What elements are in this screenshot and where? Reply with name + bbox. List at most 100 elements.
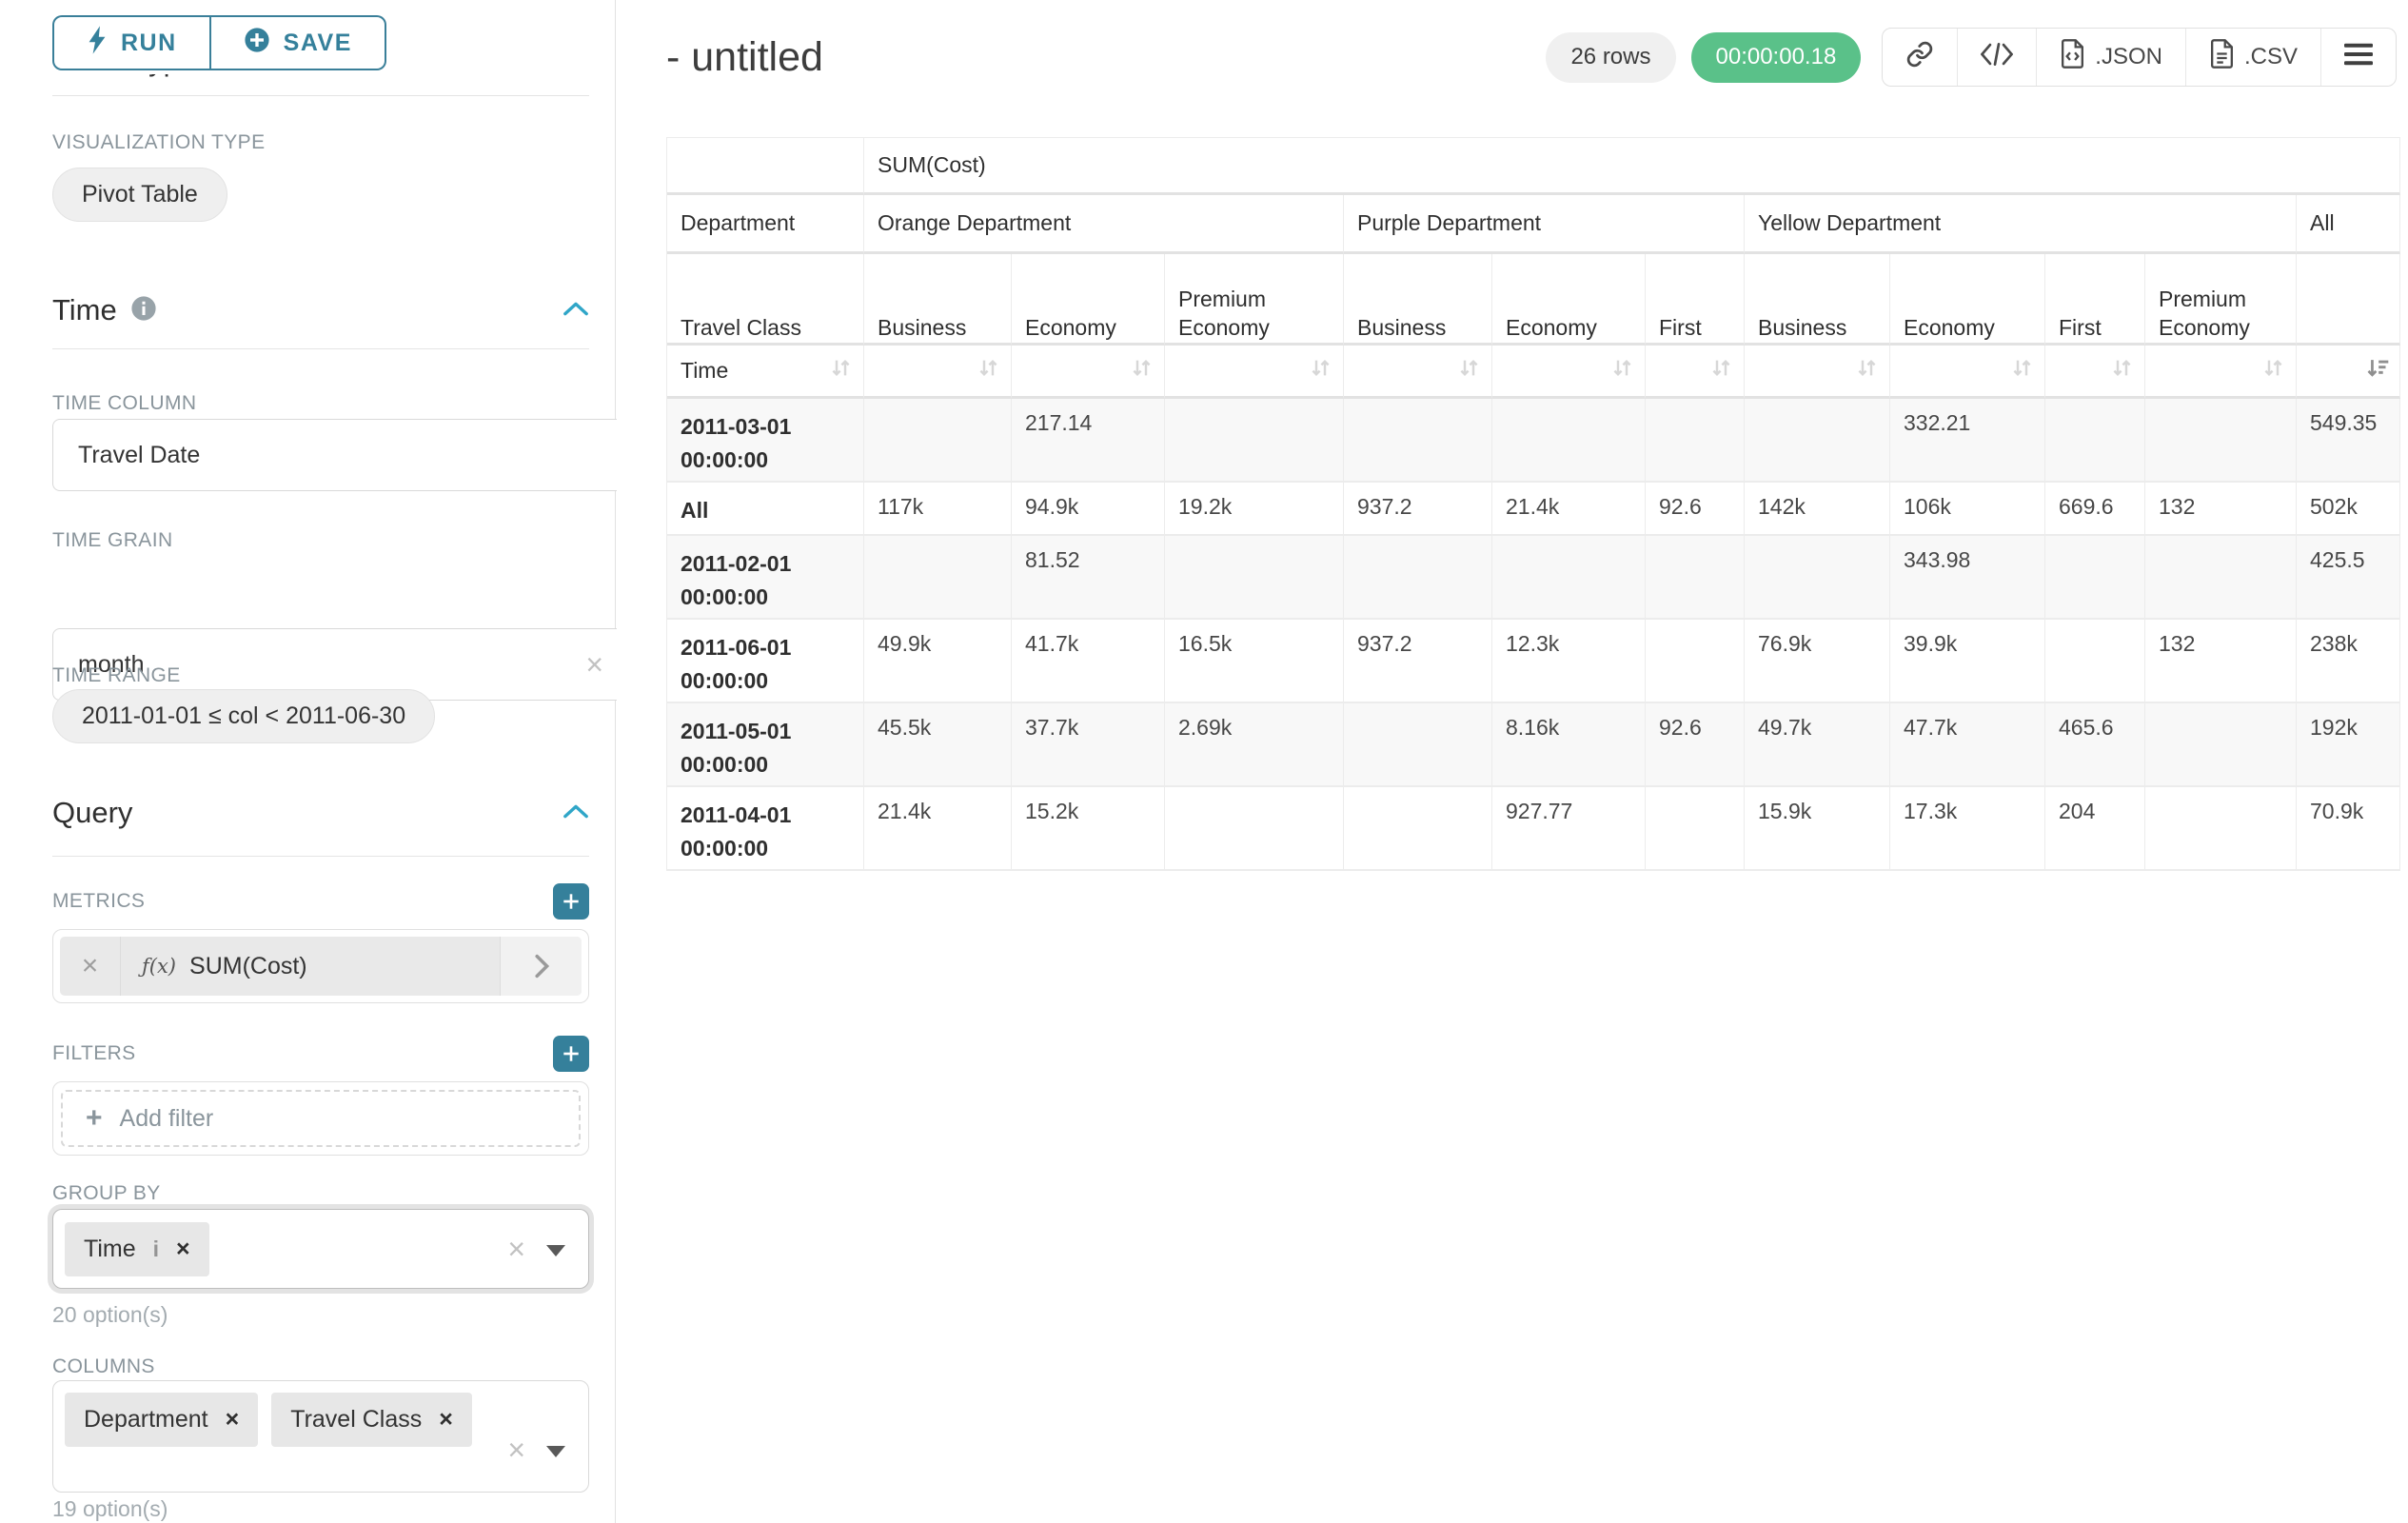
row-label: 2011-03-01 00:00:00	[667, 399, 864, 483]
chart-title[interactable]: - untitled	[666, 33, 823, 80]
time-grain-select[interactable]: month ×	[52, 628, 667, 701]
time-range-pill[interactable]: 2011-01-01 ≤ col < 2011-06-30	[52, 689, 436, 743]
time-section-header[interactable]: Time	[52, 293, 589, 327]
sort-cell[interactable]	[2145, 346, 2297, 399]
value-cell	[1492, 536, 1646, 620]
embed-code-button[interactable]	[1957, 29, 2036, 86]
value-cell: 41.7k	[1012, 620, 1165, 703]
time-column-select[interactable]: Travel Date	[52, 419, 667, 491]
query-section-header[interactable]: Query	[52, 796, 589, 830]
sort-arrows-icon[interactable]	[1609, 355, 1635, 386]
value-cell: 549.35	[2297, 399, 2401, 483]
export-json-button[interactable]: .JSON	[2036, 29, 2185, 86]
value-cell: 19.2k	[1165, 483, 1344, 536]
row-label: 2011-05-01 00:00:00	[667, 703, 864, 787]
columns-options-hint: 19 option(s)	[52, 1496, 168, 1521]
add-filter-placeholder: Add filter	[119, 1104, 214, 1132]
sort-cell[interactable]	[1012, 346, 1165, 399]
sort-arrows-icon[interactable]	[828, 355, 854, 386]
sort-cell-active[interactable]	[2297, 346, 2401, 399]
value-cell: 132	[2145, 483, 2297, 536]
sort-cell[interactable]	[1646, 346, 1745, 399]
department-axis-label: Department	[667, 195, 864, 254]
sort-cell[interactable]	[1492, 346, 1646, 399]
group-by-select[interactable]: Time i × ×	[52, 1209, 589, 1289]
col-header: Business	[1344, 254, 1492, 346]
value-cell: 70.9k	[2297, 787, 2401, 871]
remove-tag-icon[interactable]: ×	[176, 1235, 190, 1262]
value-cell: 21.4k	[864, 787, 1012, 871]
run-button[interactable]: RUN	[52, 15, 210, 70]
group-by-tag-time[interactable]: Time i ×	[65, 1221, 209, 1276]
value-cell: 21.4k	[1492, 483, 1646, 536]
sort-cell[interactable]	[1745, 346, 1890, 399]
time-sort-cell[interactable]: Time	[667, 346, 864, 399]
sort-cell[interactable]	[864, 346, 1012, 399]
export-json-label: .JSON	[2095, 44, 2162, 69]
add-metric-button[interactable]	[553, 883, 589, 920]
sort-arrows-icon[interactable]	[2009, 355, 2035, 386]
viz-type-pill[interactable]: Pivot Table	[52, 168, 227, 222]
sort-arrows-icon[interactable]	[1854, 355, 1880, 386]
sort-cell[interactable]	[1344, 346, 1492, 399]
corner-cell	[667, 138, 864, 195]
sort-cell[interactable]	[1165, 346, 1344, 399]
chevron-up-icon[interactable]	[563, 300, 589, 322]
columns-label: COLUMNS	[52, 1355, 155, 1377]
group-header-row: Department Orange Department Purple Depa…	[667, 195, 2401, 254]
value-cell: 927.77	[1492, 787, 1646, 871]
add-filter-dropzone[interactable]: + Add filter	[61, 1090, 581, 1147]
value-cell: 502k	[2297, 483, 2401, 536]
clear-icon[interactable]: ×	[507, 1432, 525, 1467]
export-csv-label: .CSV	[2243, 44, 2298, 69]
table-row: 2011-05-01 00:00:00 45.5k 37.7k 2.69k 8.…	[667, 703, 2401, 787]
sort-arrows-icon[interactable]	[2260, 355, 2286, 386]
remove-metric-icon[interactable]: ×	[60, 937, 121, 996]
run-button-label: RUN	[121, 29, 177, 56]
chevron-up-icon[interactable]	[563, 802, 589, 824]
sort-arrows-icon[interactable]	[1308, 355, 1333, 386]
share-link-button[interactable]	[1883, 29, 1957, 86]
add-filter-button[interactable]	[553, 1036, 589, 1072]
columns-select[interactable]: Department × Travel Class × ×	[52, 1380, 589, 1493]
value-cell: 937.2	[1344, 620, 1492, 703]
remove-tag-icon[interactable]: ×	[225, 1406, 240, 1433]
sort-arrows-icon[interactable]	[1129, 355, 1155, 386]
remove-tag-icon[interactable]: ×	[439, 1406, 453, 1433]
metric-chip[interactable]: × ƒ(x) SUM(Cost)	[60, 937, 582, 996]
value-cell: 12.3k	[1492, 620, 1646, 703]
time-grain-value: month	[78, 650, 145, 678]
columns-tag-department[interactable]: Department ×	[65, 1393, 259, 1447]
query-section-title: Query	[52, 796, 133, 829]
columns-tag-travel-class[interactable]: Travel Class ×	[271, 1393, 472, 1447]
section-divider	[52, 95, 589, 96]
sort-desc-icon[interactable]	[2364, 355, 2390, 386]
metrics-container: × ƒ(x) SUM(Cost)	[52, 929, 589, 1003]
table-row: 2011-06-01 00:00:00 49.9k 41.7k 16.5k 93…	[667, 620, 2401, 703]
sort-arrows-icon[interactable]	[1708, 355, 1734, 386]
time-grain-label: TIME GRAIN	[52, 529, 173, 551]
query-timer-badge: 00:00:00.18	[1690, 31, 1862, 83]
caret-down-icon	[546, 1445, 565, 1457]
clear-icon[interactable]: ×	[507, 1232, 525, 1266]
value-cell	[1165, 787, 1344, 871]
sort-arrows-icon[interactable]	[2109, 355, 2135, 386]
value-cell	[1745, 399, 1890, 483]
export-csv-button[interactable]: .CSV	[2184, 29, 2320, 86]
sort-arrows-icon[interactable]	[976, 355, 1001, 386]
value-cell	[1165, 536, 1344, 620]
time-range-label: TIME RANGE	[52, 664, 181, 686]
menu-button[interactable]	[2320, 29, 2396, 86]
sort-cell[interactable]	[2045, 346, 2145, 399]
filters-container: + Add filter	[52, 1081, 589, 1156]
value-cell: 192k	[2297, 703, 2401, 787]
value-cell: 142k	[1745, 483, 1890, 536]
sort-arrows-icon[interactable]	[1456, 355, 1482, 386]
clear-icon[interactable]: ×	[585, 647, 603, 682]
value-cell	[1646, 536, 1745, 620]
save-button[interactable]: SAVE	[209, 15, 386, 70]
sort-cell[interactable]	[1890, 346, 2045, 399]
value-cell	[1165, 399, 1344, 483]
value-cell	[2145, 536, 2297, 620]
chevron-right-icon[interactable]	[500, 937, 582, 996]
